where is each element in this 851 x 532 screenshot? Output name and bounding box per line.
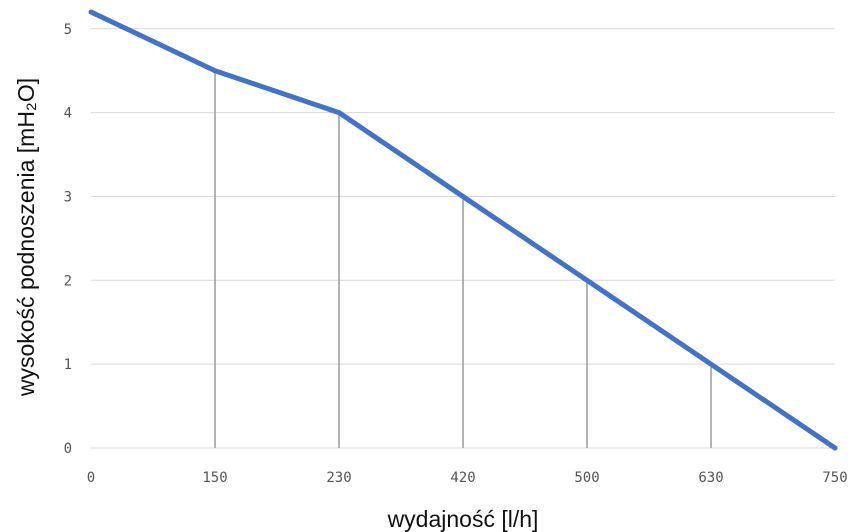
x-tick-label: 0 — [87, 470, 95, 486]
y-tick-label: 2 — [64, 273, 72, 289]
x-tick-label: 420 — [450, 470, 475, 486]
x-tick-label: 150 — [202, 470, 227, 486]
y-tick-label: 0 — [64, 441, 72, 457]
y-tick-label: 1 — [64, 357, 72, 373]
x-tick-labels: 0 150 230 420 500 630 750 — [87, 470, 848, 486]
y-tick-labels: 0 1 2 3 4 5 — [64, 22, 72, 457]
y-axis-label: wysokość podnoszenia [mH₂O] — [13, 78, 39, 397]
x-tick-label: 500 — [574, 470, 599, 486]
x-axis-label: wydajność [l/h] — [387, 506, 539, 532]
x-tick-label: 750 — [822, 470, 847, 486]
drop-lines — [214, 70, 712, 448]
y-tick-label: 5 — [64, 22, 72, 38]
series-layer — [88, 9, 838, 451]
x-tick-label: 630 — [698, 470, 723, 486]
y-tick-label: 4 — [64, 106, 72, 122]
y-tick-label: 3 — [64, 189, 72, 205]
x-tick-label: 230 — [326, 470, 351, 486]
